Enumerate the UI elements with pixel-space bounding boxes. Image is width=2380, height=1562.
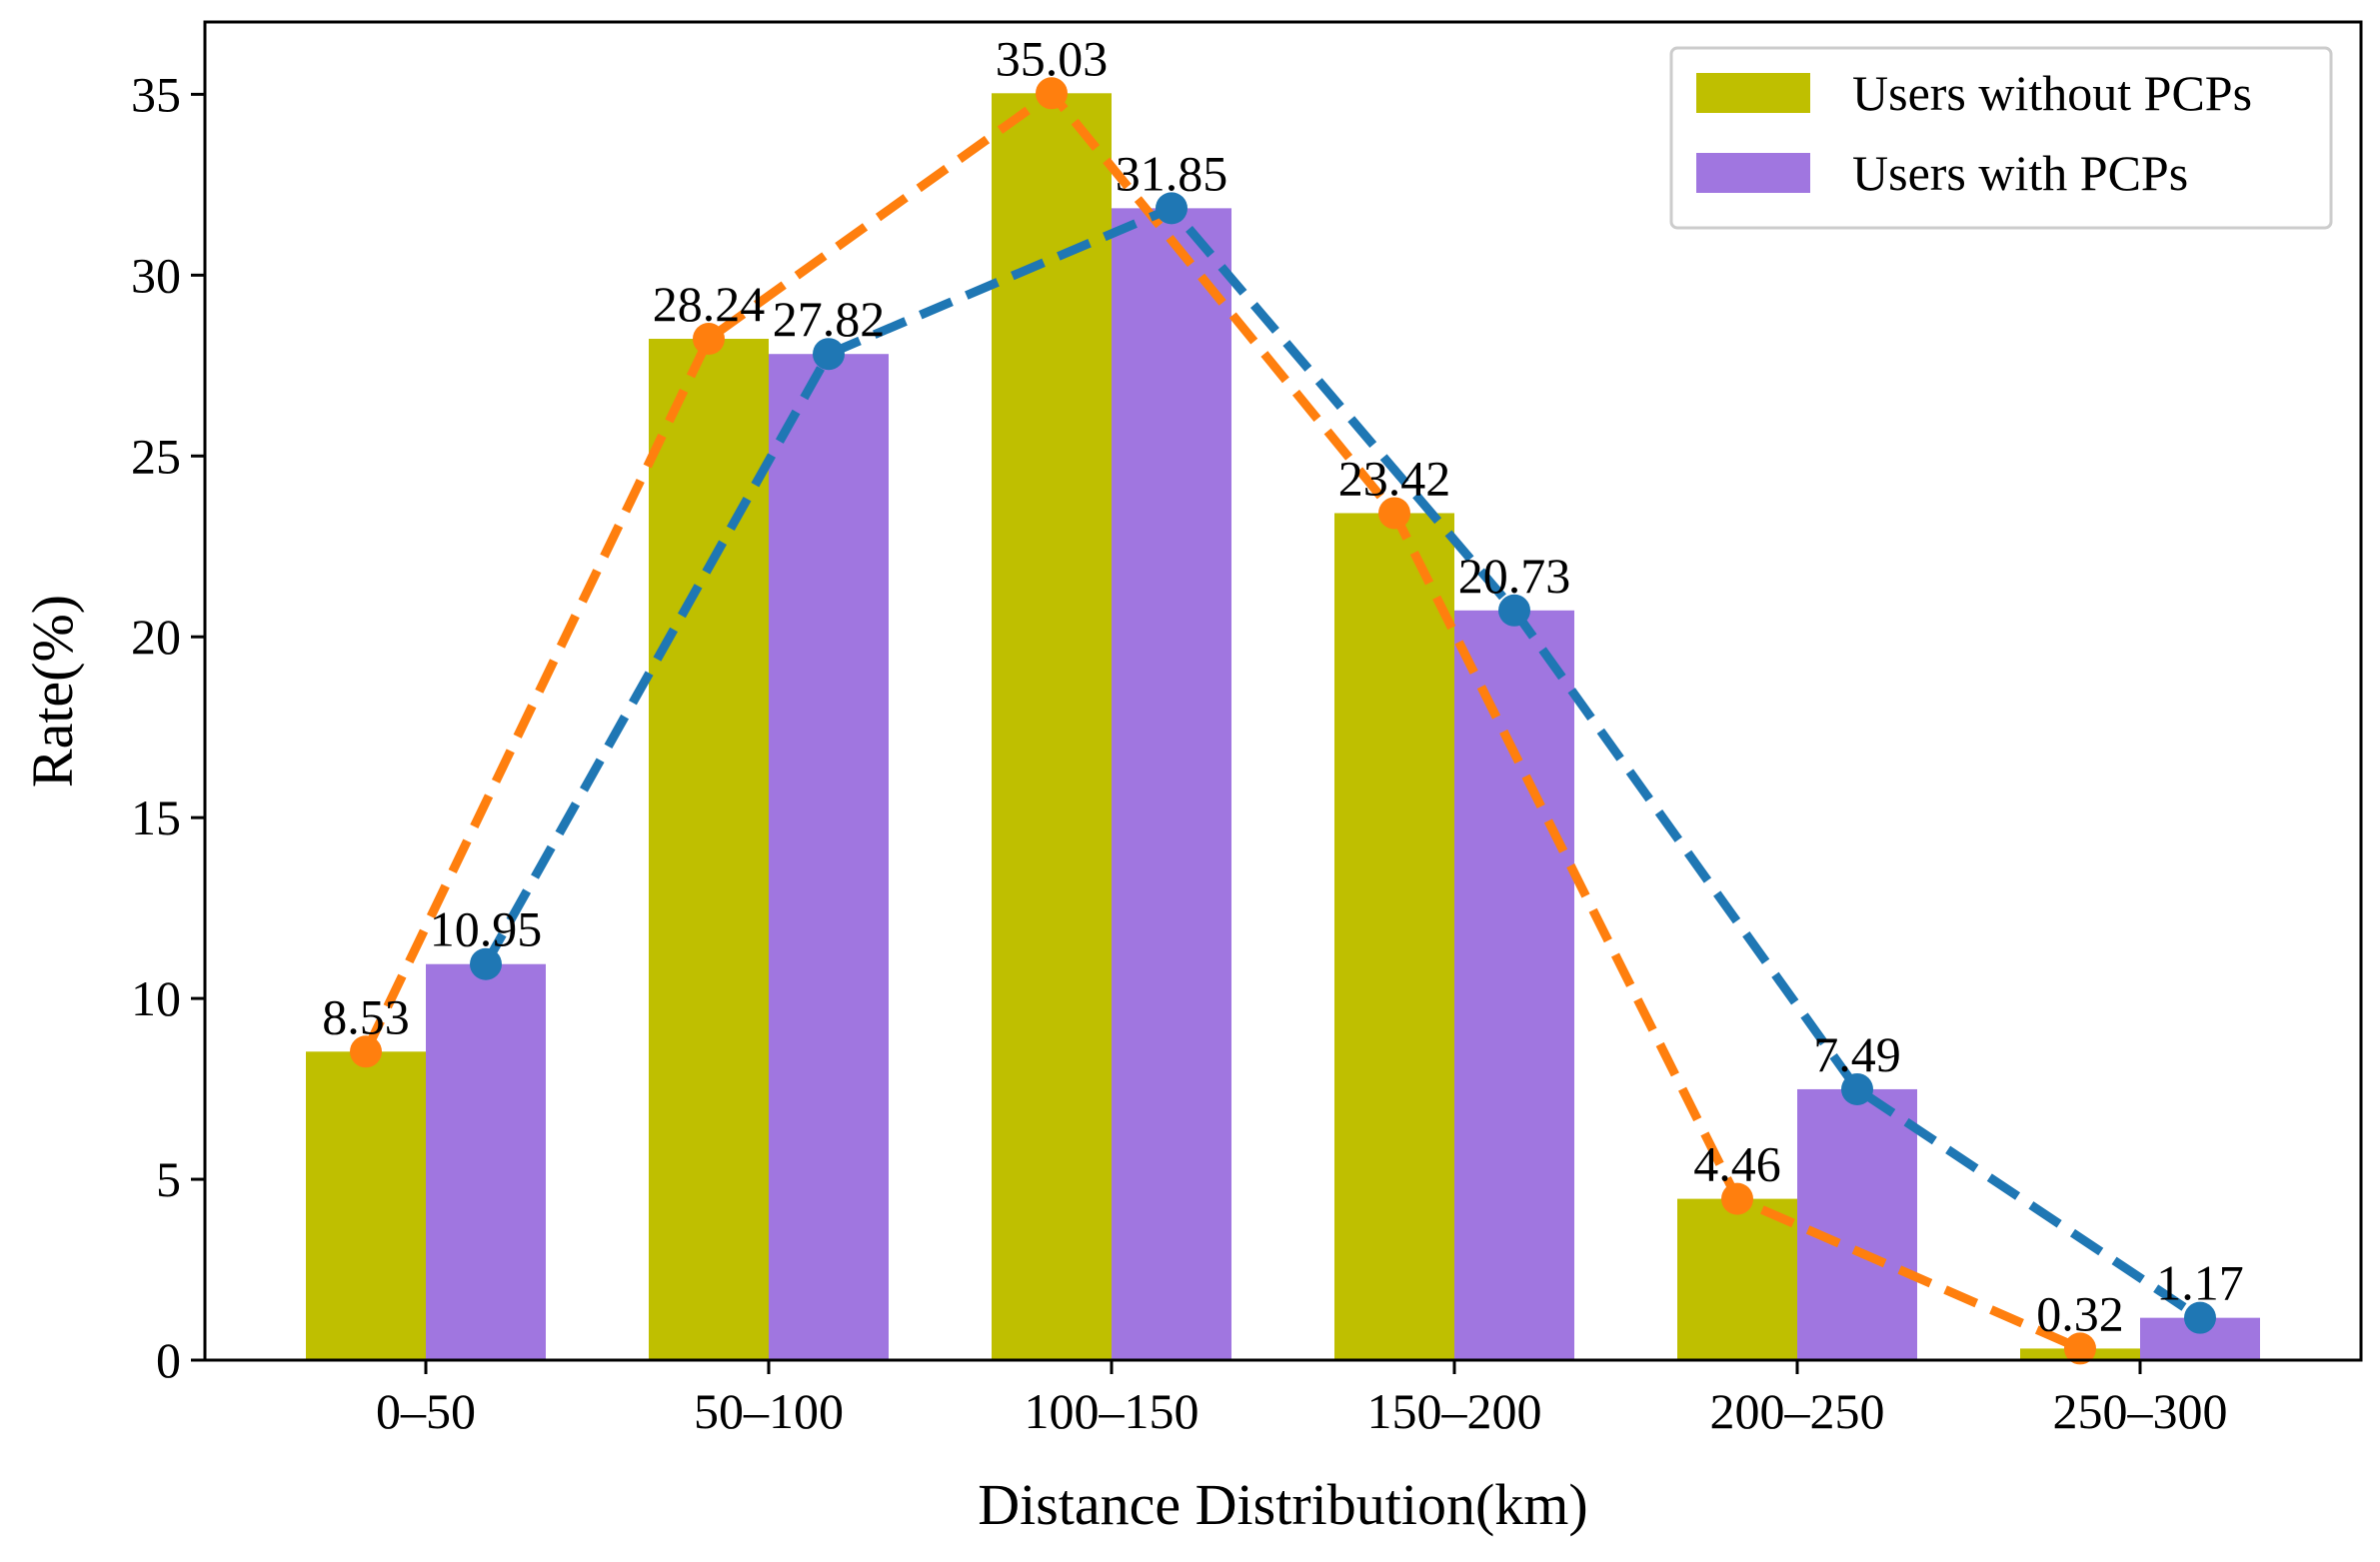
bar-users-without-pcps-3 — [1334, 513, 1454, 1360]
marker-users-without-pcps-4 — [1721, 1182, 1753, 1215]
bar-users-without-pcps-0 — [306, 1051, 426, 1360]
marker-users-with-pcps-2 — [1156, 192, 1188, 225]
ticks-layer: 0 5 10 15 20 25 30 35 0–50 50–100 100–150 150–200 20… — [131, 66, 2228, 1439]
value-label-users-without-pcps-0: 8.53 — [322, 988, 410, 1044]
plot-frame — [203, 20, 2363, 1362]
bar-users-with-pcps-3 — [1454, 610, 1574, 1360]
marker-users-with-pcps-0 — [470, 947, 502, 980]
x-tick-label-1: 50–100 — [694, 1383, 844, 1439]
marker-users-with-pcps-3 — [1498, 594, 1530, 627]
legend-swatch-users-with-pcps — [1696, 153, 1810, 193]
marker-users-with-pcps-1 — [813, 338, 845, 371]
y-axis-label: Rate(%) — [20, 595, 85, 787]
value-label-users-without-pcps-5: 0.32 — [2036, 1285, 2124, 1341]
y-tick-label-0: 0 — [156, 1332, 181, 1388]
value-label-users-with-pcps-0: 10.95 — [430, 901, 543, 957]
marker-users-without-pcps-3 — [1378, 497, 1410, 530]
marker-users-without-pcps-0 — [350, 1035, 382, 1068]
value-label-users-with-pcps-1: 27.82 — [773, 291, 886, 347]
y-tick-label-2: 10 — [131, 970, 181, 1026]
y-tick-label-7: 35 — [131, 66, 181, 122]
bar-users-with-pcps-2 — [1112, 208, 1231, 1361]
marker-users-without-pcps-1 — [693, 323, 725, 356]
marker-users-without-pcps-5 — [2064, 1332, 2096, 1365]
lines-layer — [350, 77, 2216, 1365]
marker-users-with-pcps-4 — [1841, 1072, 1873, 1105]
value-label-users-with-pcps-2: 31.85 — [1116, 145, 1228, 201]
bar-users-without-pcps-4 — [1677, 1198, 1797, 1360]
y-tick-label-3: 15 — [131, 789, 181, 845]
legend-box — [1669, 46, 2333, 230]
bar-users-with-pcps-1 — [769, 354, 889, 1360]
marker-users-with-pcps-5 — [2184, 1301, 2216, 1334]
x-tick-label-2: 100–150 — [1025, 1383, 1199, 1439]
legend: Users without PCPs Users with PCPs — [1669, 46, 2333, 230]
line-users-without-pcps — [361, 87, 2082, 1353]
value-label-users-without-pcps-1: 28.24 — [653, 276, 766, 332]
value-label-users-without-pcps-2: 35.03 — [996, 30, 1109, 86]
bars-layer — [306, 93, 2260, 1361]
bar-users-with-pcps-4 — [1797, 1088, 1917, 1360]
value-label-users-with-pcps-3: 20.73 — [1458, 548, 1571, 604]
x-tick-label-5: 250–300 — [2053, 1383, 2228, 1439]
y-tick-label-1: 5 — [156, 1151, 181, 1207]
x-tick-label-3: 150–200 — [1367, 1383, 1542, 1439]
bar-users-without-pcps-2 — [992, 93, 1112, 1360]
legend-label-users-with-pcps: Users with PCPs — [1852, 145, 2188, 201]
value-label-users-with-pcps-4: 7.49 — [1813, 1026, 1901, 1082]
x-tick-label-0: 0–50 — [376, 1383, 476, 1439]
x-tick-label-4: 200–250 — [1710, 1383, 1885, 1439]
value-label-users-without-pcps-3: 23.42 — [1338, 450, 1451, 506]
y-tick-label-6: 30 — [131, 247, 181, 303]
y-tick-label-5: 25 — [131, 428, 181, 484]
value-label-users-with-pcps-5: 1.17 — [2156, 1255, 2244, 1311]
x-axis-label: Distance Distribution(km) — [978, 1472, 1588, 1537]
marker-users-without-pcps-2 — [1036, 77, 1068, 110]
value-label-users-without-pcps-4: 4.46 — [1693, 1136, 1781, 1192]
bar-users-without-pcps-1 — [649, 339, 769, 1360]
legend-swatch-users-without-pcps — [1696, 73, 1810, 113]
line-users-with-pcps — [482, 202, 2203, 1322]
legend-label-users-without-pcps: Users without PCPs — [1852, 65, 2252, 121]
y-tick-label-4: 20 — [131, 609, 181, 665]
bar-users-with-pcps-0 — [426, 963, 546, 1360]
axes-layer — [203, 20, 2363, 1362]
value-labels-layer: 8.53 28.24 35.03 23.42 4.46 0.32 10.95 27.82 31.… — [322, 30, 2244, 1341]
